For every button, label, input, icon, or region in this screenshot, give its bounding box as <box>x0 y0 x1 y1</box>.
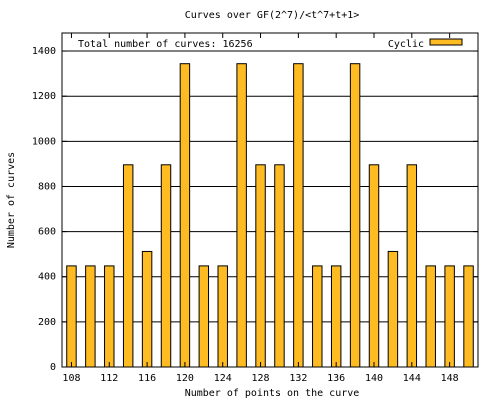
x-tick-label: 116 <box>138 373 156 384</box>
bars <box>66 63 474 368</box>
legend-label: Cyclic <box>388 39 424 50</box>
x-tick-label: 108 <box>62 373 80 384</box>
x-tick-label: 148 <box>441 373 459 384</box>
plot-frame <box>61 32 479 368</box>
bar <box>330 265 342 368</box>
y-tick-label: 1000 <box>32 136 56 147</box>
bar <box>179 63 191 368</box>
legend-swatch <box>429 38 463 46</box>
chart-title: Curves over GF(2^7)/<t^7+t+1> <box>185 10 360 21</box>
bar <box>160 164 172 368</box>
x-axis-label: Number of points on the curve <box>185 388 360 399</box>
bar <box>312 265 323 368</box>
bar <box>104 265 115 368</box>
bar <box>274 164 285 368</box>
y-tick-label: 1200 <box>32 91 56 102</box>
x-tick-label: 140 <box>365 373 383 384</box>
bar <box>85 265 96 368</box>
y-tick-label: 600 <box>38 227 56 238</box>
bar <box>387 250 399 368</box>
bar <box>293 63 304 368</box>
y-tick-label: 0 <box>50 362 56 373</box>
bar <box>406 164 418 368</box>
bar <box>122 164 134 368</box>
bar <box>368 164 380 368</box>
y-axis-label: Number of curves <box>6 152 17 248</box>
y-tick-label: 200 <box>38 317 56 328</box>
bar <box>463 265 474 368</box>
bar <box>217 265 228 368</box>
bar <box>425 265 436 368</box>
y-tick-label: 800 <box>38 181 56 192</box>
y-tick-label: 1400 <box>32 46 56 57</box>
x-tick-label: 136 <box>327 373 345 384</box>
bar <box>141 250 153 368</box>
x-tick-label: 128 <box>252 373 270 384</box>
x-tick-label: 144 <box>403 373 421 384</box>
bar <box>255 164 266 368</box>
x-tick-label: 132 <box>289 373 307 384</box>
x-tick-label: 124 <box>214 373 232 384</box>
total-curves-annotation: Total number of curves: 16256 <box>78 39 253 50</box>
y-tick-label: 400 <box>38 272 56 283</box>
bar <box>444 265 455 368</box>
bar <box>349 63 361 368</box>
x-tick-label: 120 <box>176 373 194 384</box>
x-tick-label: 112 <box>100 373 118 384</box>
bar <box>236 63 247 368</box>
bar <box>198 265 210 368</box>
bar <box>66 265 77 368</box>
axes: 0 200 400 600 800 1000 1200 1400 108 112 116 120 124… <box>32 33 478 384</box>
